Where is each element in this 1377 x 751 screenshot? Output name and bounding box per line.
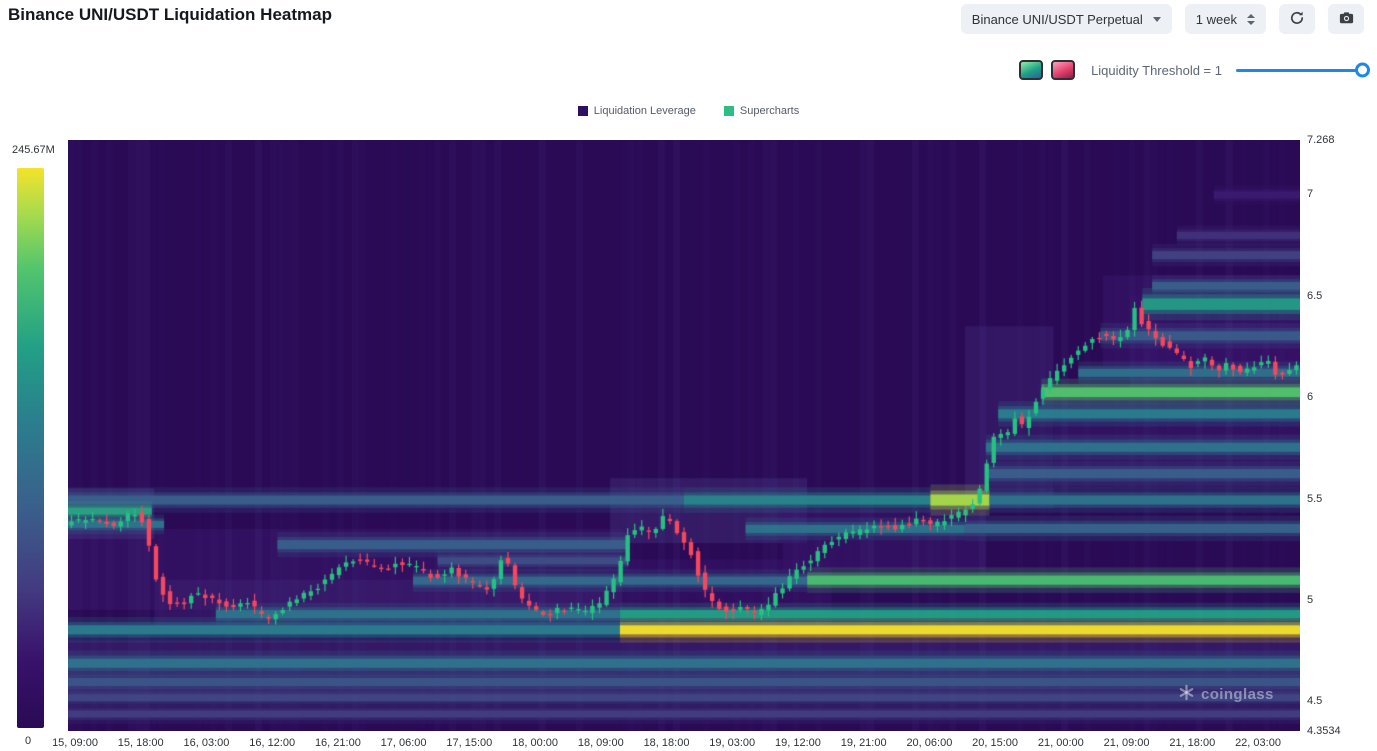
x-axis-label: 19, 03:00: [709, 737, 756, 749]
x-axis-label: 17, 15:00: [446, 737, 493, 749]
camera-button[interactable]: [1328, 4, 1364, 34]
page-title: Binance UNI/USDT Liquidation Heatmap: [8, 5, 332, 24]
x-axis-label: 16, 12:00: [249, 737, 296, 749]
x-axis-label: 22, 03:00: [1235, 737, 1281, 749]
coinglass-watermark: coinglass: [1178, 684, 1274, 705]
y-axis-label: 5.5: [1307, 492, 1323, 505]
chevron-down-icon: [1152, 16, 1161, 22]
y-axis-label: 7.268: [1307, 134, 1335, 146]
header-controls: Binance UNI/USDT Perpetual 1 week: [960, 4, 1364, 34]
pair-select[interactable]: Binance UNI/USDT Perpetual: [960, 4, 1172, 34]
threshold-slider[interactable]: [1236, 61, 1370, 79]
refresh-button[interactable]: [1279, 4, 1315, 34]
legend-item-supercharts[interactable]: Supercharts: [723, 105, 800, 117]
y-axis-label: 7: [1307, 188, 1314, 201]
x-axis-label: 20, 15:00: [972, 737, 1019, 749]
stepper-icon[interactable]: [1247, 13, 1255, 25]
heatmap-gradient-swatch[interactable]: [1019, 60, 1044, 80]
colorbar: [17, 168, 44, 728]
x-axis-label: 19, 21:00: [840, 737, 887, 749]
x-axis-label: 21, 09:00: [1103, 737, 1150, 749]
legend-swatch: [577, 106, 588, 116]
x-axis-label: 18, 09:00: [577, 737, 624, 749]
watermark-text: coinglass: [1201, 686, 1274, 703]
chart-legend: Liquidation Leverage Supercharts: [0, 105, 1377, 117]
pair-select-value: Binance UNI/USDT Perpetual: [971, 11, 1143, 27]
x-axis-label: 19, 12:00: [775, 737, 821, 749]
legend-label: Liquidation Leverage: [593, 105, 696, 117]
y-axis-label: 4.5: [1307, 695, 1323, 708]
legend-item-liquidation-leverage[interactable]: Liquidation Leverage: [577, 105, 696, 117]
x-axis-label: 18, 18:00: [643, 737, 690, 749]
camera-icon: [1338, 10, 1355, 29]
x-axis-label: 16, 21:00: [314, 737, 361, 749]
x-axis-label: 18, 00:00: [512, 737, 558, 749]
y-axis-label: 4.3534: [1307, 725, 1341, 737]
x-axis-label: 15, 18:00: [117, 737, 164, 749]
colorbar-max-label: 245.67M: [12, 144, 55, 156]
y-axis-label: 5: [1307, 593, 1314, 606]
legend-swatch: [723, 106, 734, 116]
legend-label: Supercharts: [739, 105, 800, 117]
timeframe-select[interactable]: 1 week: [1184, 4, 1266, 34]
candle-gradient-swatch[interactable]: [1051, 60, 1076, 80]
x-axis-label: 15, 09:00: [52, 737, 98, 749]
slider-track[interactable]: [1236, 68, 1364, 72]
refresh-icon: [1289, 10, 1305, 29]
threshold-row: Liquidity Threshold = 1: [1019, 56, 1370, 84]
x-axis-label: 21, 18:00: [1169, 737, 1216, 749]
x-axis-label: 16, 03:00: [183, 737, 230, 749]
colorbar-min-label: 0: [25, 735, 32, 747]
x-axis-label: 21, 00:00: [1037, 737, 1084, 749]
coinglass-logo-icon: [1178, 684, 1195, 705]
heatmap-canvas[interactable]: [68, 140, 1300, 731]
timeframe-select-value: 1 week: [1195, 11, 1237, 27]
slider-handle[interactable]: [1355, 62, 1370, 78]
threshold-label: Liquidity Threshold = 1: [1091, 62, 1222, 78]
y-axis-label: 6.5: [1307, 289, 1323, 302]
x-axis-label: 20, 06:00: [906, 737, 953, 749]
x-axis-label: 17, 06:00: [380, 737, 427, 749]
y-axis: 7.268 7 6.5 6 5.5 5 4.5 4.3534: [1307, 134, 1373, 737]
x-axis: 15, 09:00 15, 18:00 16, 03:00 16, 12:00 16, …: [0, 737, 1377, 751]
y-axis-label: 6: [1307, 391, 1314, 404]
